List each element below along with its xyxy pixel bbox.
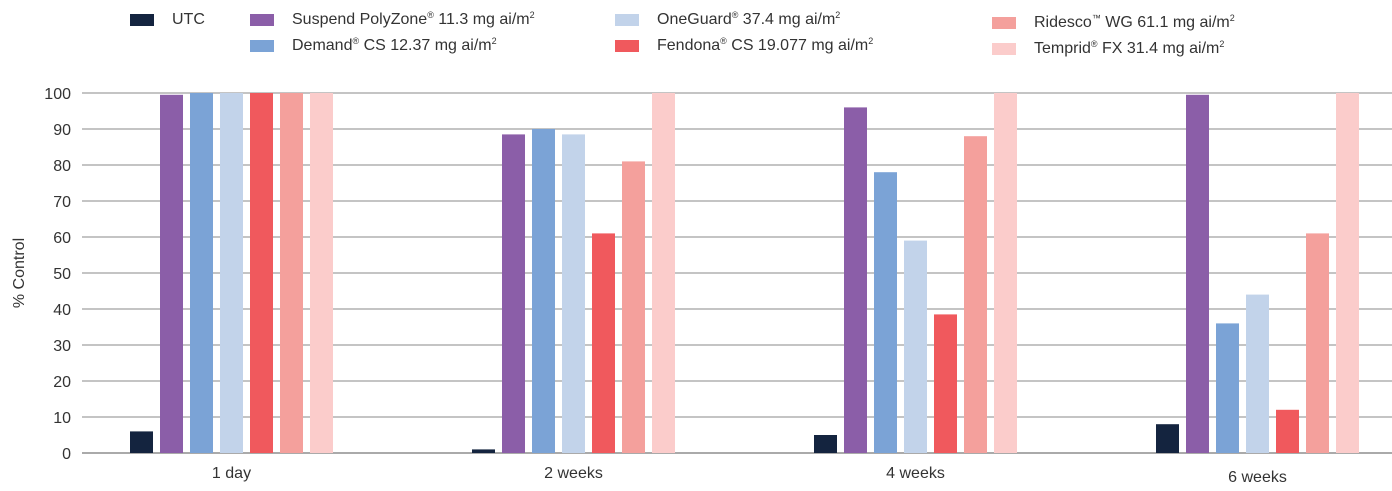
legend-swatch bbox=[250, 14, 274, 26]
bar bbox=[904, 240, 927, 453]
legend-item: Suspend PolyZone® 11.3 mg ai/m2 bbox=[250, 11, 535, 29]
bar bbox=[1216, 323, 1239, 453]
bar bbox=[814, 435, 837, 453]
bar bbox=[532, 129, 555, 453]
legend-label: Fendona® CS 19.077 mg ai/m2 bbox=[657, 36, 874, 55]
bar bbox=[622, 161, 645, 453]
x-tick-label: 2 weeks bbox=[544, 465, 603, 482]
bar bbox=[1156, 424, 1179, 453]
y-tick-label: 100 bbox=[44, 86, 71, 103]
legend-label: UTC bbox=[172, 11, 205, 28]
bar bbox=[130, 431, 153, 453]
legend-item: Temprid® FX 31.4 mg ai/m2 bbox=[992, 40, 1224, 58]
bar bbox=[1186, 94, 1209, 454]
y-tick-label: 0 bbox=[62, 446, 71, 463]
legend-item: UTC bbox=[130, 11, 205, 29]
bar bbox=[280, 93, 303, 453]
bar bbox=[160, 94, 183, 454]
bar bbox=[190, 93, 213, 453]
bar bbox=[994, 93, 1017, 453]
y-tick-label: 50 bbox=[53, 266, 71, 283]
bar bbox=[844, 107, 867, 454]
legend-label: Demand® CS 12.37 mg ai/m2 bbox=[292, 36, 497, 55]
legend-item: OneGuard® 37.4 mg ai/m2 bbox=[615, 11, 840, 29]
x-tick-label: 1 day bbox=[212, 465, 251, 482]
bar bbox=[1276, 409, 1299, 453]
legend-swatch bbox=[615, 14, 639, 26]
bar bbox=[310, 93, 333, 453]
y-axis-title: % Control bbox=[11, 238, 28, 308]
y-tick-label: 80 bbox=[53, 158, 71, 175]
y-tick-label: 10 bbox=[53, 410, 71, 427]
bar bbox=[562, 134, 585, 453]
legend-swatch bbox=[250, 40, 274, 52]
bar bbox=[964, 136, 987, 453]
bar bbox=[874, 172, 897, 453]
x-tick-label: 6 weeks bbox=[1228, 469, 1287, 486]
y-tick-label: 20 bbox=[53, 374, 71, 391]
legend-item: Ridesco™ WG 61.1 mg ai/m2 bbox=[992, 14, 1235, 32]
legend-swatch bbox=[130, 14, 154, 26]
bar bbox=[472, 449, 495, 453]
x-tick-label: 4 weeks bbox=[886, 465, 945, 482]
legend-label: Ridesco™ WG 61.1 mg ai/m2 bbox=[1034, 13, 1235, 32]
y-tick-label: 40 bbox=[53, 302, 71, 319]
legend-swatch bbox=[615, 40, 639, 52]
y-tick-label: 60 bbox=[53, 230, 71, 247]
bar bbox=[1336, 93, 1359, 453]
bar bbox=[934, 314, 957, 453]
bar bbox=[652, 93, 675, 453]
legend-label: OneGuard® 37.4 mg ai/m2 bbox=[657, 10, 841, 29]
bar bbox=[250, 93, 273, 453]
legend-label: Temprid® FX 31.4 mg ai/m2 bbox=[1034, 39, 1225, 58]
legend-label: Suspend PolyZone® 11.3 mg ai/m2 bbox=[292, 10, 535, 29]
chart-legend: UTC Suspend PolyZone® 11.3 mg ai/m2 Demand… bbox=[0, 0, 1392, 80]
y-tick-label: 90 bbox=[53, 122, 71, 139]
bar bbox=[1306, 233, 1329, 453]
y-tick-label: 30 bbox=[53, 338, 71, 355]
legend-item: Demand® CS 12.37 mg ai/m2 bbox=[250, 37, 497, 55]
bar bbox=[220, 93, 243, 453]
bar bbox=[1246, 294, 1269, 453]
bar bbox=[592, 233, 615, 453]
bar bbox=[502, 134, 525, 453]
legend-swatch bbox=[992, 43, 1016, 55]
legend-item: Fendona® CS 19.077 mg ai/m2 bbox=[615, 37, 873, 55]
legend-swatch bbox=[992, 17, 1016, 29]
y-tick-label: 70 bbox=[53, 194, 71, 211]
